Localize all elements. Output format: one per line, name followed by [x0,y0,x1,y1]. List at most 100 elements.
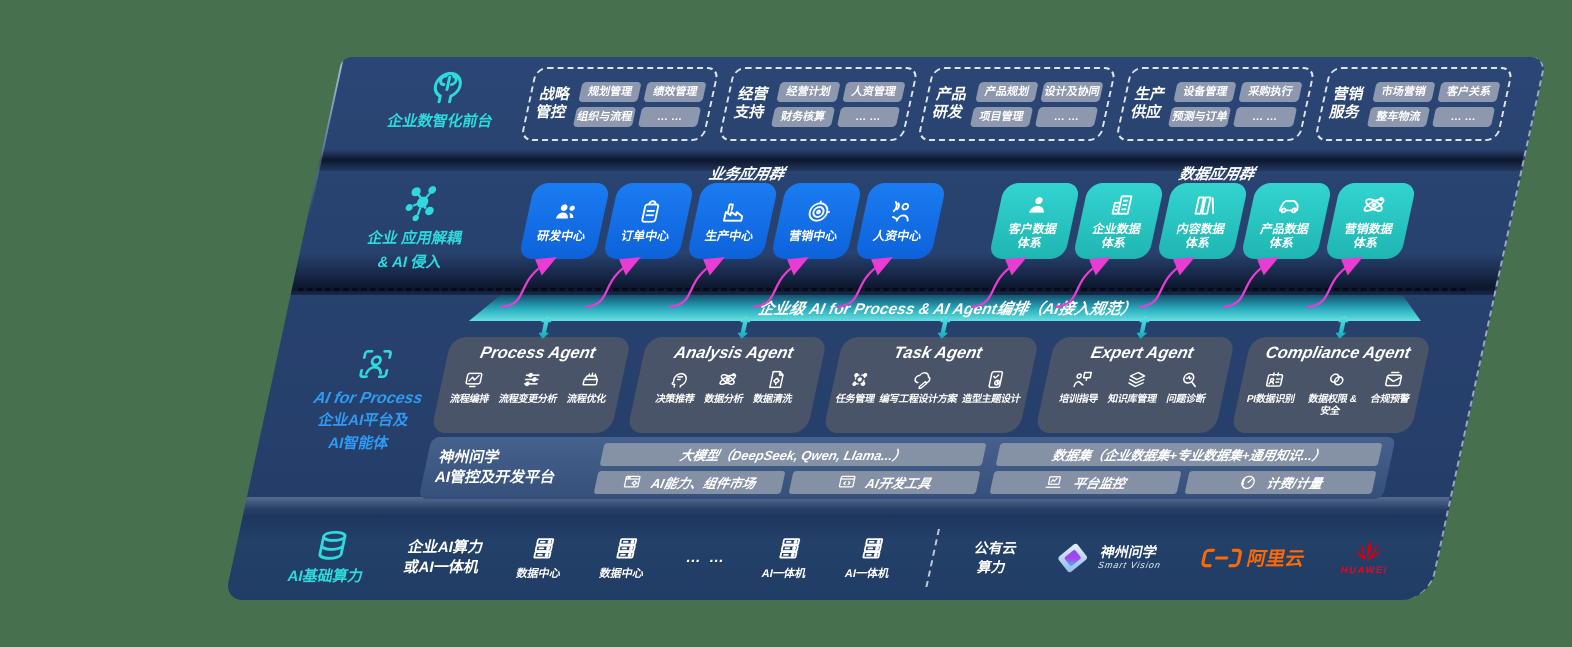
app-box-production-center: 生产中心 [686,183,779,259]
platform-models-column: 大模型（DeepSeek, Qwen, Llama...） AI能力、组件市场 … [593,442,987,494]
platform-label-line2: AI管控及开发平台 [433,469,557,486]
app-decoupling-title-line2: & AI 侵入 [376,253,444,271]
data-box-marketing: 营销数据体系 [1324,183,1417,259]
data-box-product: 产品数据体系 [1240,183,1333,259]
agent-item-label: 流程编排 [448,394,490,405]
agent-item: 数据清洗 [752,369,799,406]
atom-icon [715,369,741,390]
double-arrow-icon [450,316,639,344]
platform-tools-row: AI能力、组件市场 AI开发工具 [593,470,981,494]
agent-items: PI数据识别 数据权限 & 安全 合规预警 [1240,369,1418,418]
group-operation: 经营支持 经营计划 人资管理 财务核算 … … [718,67,919,141]
platform-ops-row: 平台监控 计费/计量 [989,470,1377,494]
group-supply: 生产供应 设备管理 采购执行 预测与订单 … … [1115,67,1316,141]
factory-icon [719,199,751,225]
platform-data-column: 数据集（企业数据集+专业数据集+通用知识...） 平台监控 计费/计量 [989,442,1383,494]
ai-platform-panel: 神州问学 AI管控及开发平台 大模型（DeepSeek, Qwen, Llama… [418,437,1396,499]
agent-item: 知识库管理 [1107,369,1163,406]
group-label: 战略管控 [534,86,572,121]
data-box-label: 内容数据体系 [1175,221,1227,250]
compute-section: AI基础算力 [286,529,373,586]
user-icon [1022,192,1054,218]
agent-card-compliance: Compliance Agent PI数据识别 数据权限 & 安全 合规预警 [1230,337,1432,433]
chip: … … [638,106,702,127]
server-icon [528,535,560,561]
chip: 采购执行 [1238,81,1303,102]
agent-item-label: 数据权限 & 安全 [1307,394,1358,417]
server-icon [611,535,643,561]
public-cloud-line1: 公有云 [973,539,1019,556]
monitor-chart-icon [461,369,487,390]
app-box-hr-center: 人资中心 [854,183,947,259]
dataset-bar: 数据集（企业数据集+专业数据集+通用知识...） [995,442,1383,466]
group-label: 生产供应 [1129,86,1167,121]
agent-card-expert: Expert Agent 培训指导 知识库管理 问题诊断 [1035,337,1236,433]
server-label: 数据中心 [515,567,562,580]
agent-item: 流程优化 [566,369,613,406]
group-label: 营销服务 [1327,86,1366,121]
ai-for-process-section: AI for Process 企业AI平台及 AI智能体 [278,345,457,453]
aliyun-logo-block: 阿里云 [1199,544,1308,571]
chip: 客户关系 [1437,81,1501,102]
agent-title: Analysis Agent [672,344,796,362]
molecule-icon [397,183,448,225]
data-lock-icon [1324,369,1350,390]
app-box-label: 人资中心 [871,228,923,243]
monitor-label: 平台监控 [1071,475,1128,491]
compute-text-line1: 企业AI算力 [406,539,485,556]
chip: … … [1233,106,1297,127]
app-box-marketing-center: 营销中心 [770,183,863,259]
agent-items: 培训指导 知识库管理 问题诊断 [1047,369,1223,406]
app-box-label: 营销中心 [787,228,839,243]
smart-vision-logo [1050,539,1096,577]
agent-item-label: 知识库管理 [1106,394,1158,405]
agent-items: 决策推荐 数据分析 数据清洗 [638,369,814,406]
agent-title: Compliance Agent [1264,344,1413,362]
chip: 设计及协同 [1040,81,1104,102]
agent-item-label: 流程优化 [565,394,607,405]
smart-vision-name: 神州问学 [1099,543,1159,560]
chip: 组织与流程 [572,106,637,127]
chip: 市场营销 [1372,81,1436,102]
id-card-icon [1262,369,1288,390]
group-chips: 设备管理 采购执行 预测与订单 … … [1168,81,1303,127]
agent-item: 数据权限 & 安全 [1300,369,1367,418]
chip: 设备管理 [1173,81,1238,102]
billing-bar: 计费/计量 [1184,470,1377,494]
models-bar: 大模型（DeepSeek, Qwen, Llama...） [599,442,987,466]
agent-title: Expert Agent [1089,344,1196,362]
agent-item: 任务管理 [834,369,881,406]
diagnose-icon [1177,369,1203,390]
chip: 财务核算 [771,106,835,127]
person-scan-icon [353,345,399,383]
agent-item: 造型主题设计 [961,369,1027,406]
group-product: 产品研发 产品规划 设计及协同 项目管理 … … [916,67,1118,141]
window-gear-icon [622,473,644,491]
ellipsis-text: … … [684,549,729,566]
compute-band: AI基础算力 企业AI算力 或AI一体机 数据中心 数据中心 … … AI一体机 [225,515,1446,600]
group-label: 产品研发 [930,86,969,121]
chip: 整车物流 [1366,106,1431,127]
smart-vision-sub: Smart Vision [1096,560,1162,571]
server-icon [857,535,889,561]
agent-item: 数据分析 [703,369,750,406]
group-chips: 产品规划 设计及协同 项目管理 … … [969,81,1104,127]
agent-card-analysis: Analysis Agent 决策推荐 数据分析 数据清洗 [626,337,828,433]
training-icon [1070,369,1096,390]
agent-connect-arrows [450,316,1436,344]
group-strategy: 战略管控 规划管理 绩效管理 组织与流程 … … [519,67,721,141]
data-app-boxes: 客户数据体系 企业数据体系 内容数据体系 产品数据体系 营销数据体系 [988,183,1417,259]
agent-item-label: 数据分析 [703,394,745,405]
data-box-label: 客户数据体系 [1007,221,1059,250]
agent-item: 培训指导 [1058,369,1105,406]
data-box-customer: 客户数据体系 [988,183,1081,259]
server-label: 数据中心 [598,567,645,580]
chip: … … [836,106,901,127]
server-label: AI一体机 [760,567,808,580]
aliyun-name: 阿里云 [1244,549,1307,570]
datacenter-item: 数据中心 [515,535,569,581]
double-arrow-icon [649,316,838,344]
gauge-icon [1237,473,1259,491]
agent-item: 问题诊断 [1165,369,1212,406]
agent-item-label: 数据清洗 [751,394,794,405]
